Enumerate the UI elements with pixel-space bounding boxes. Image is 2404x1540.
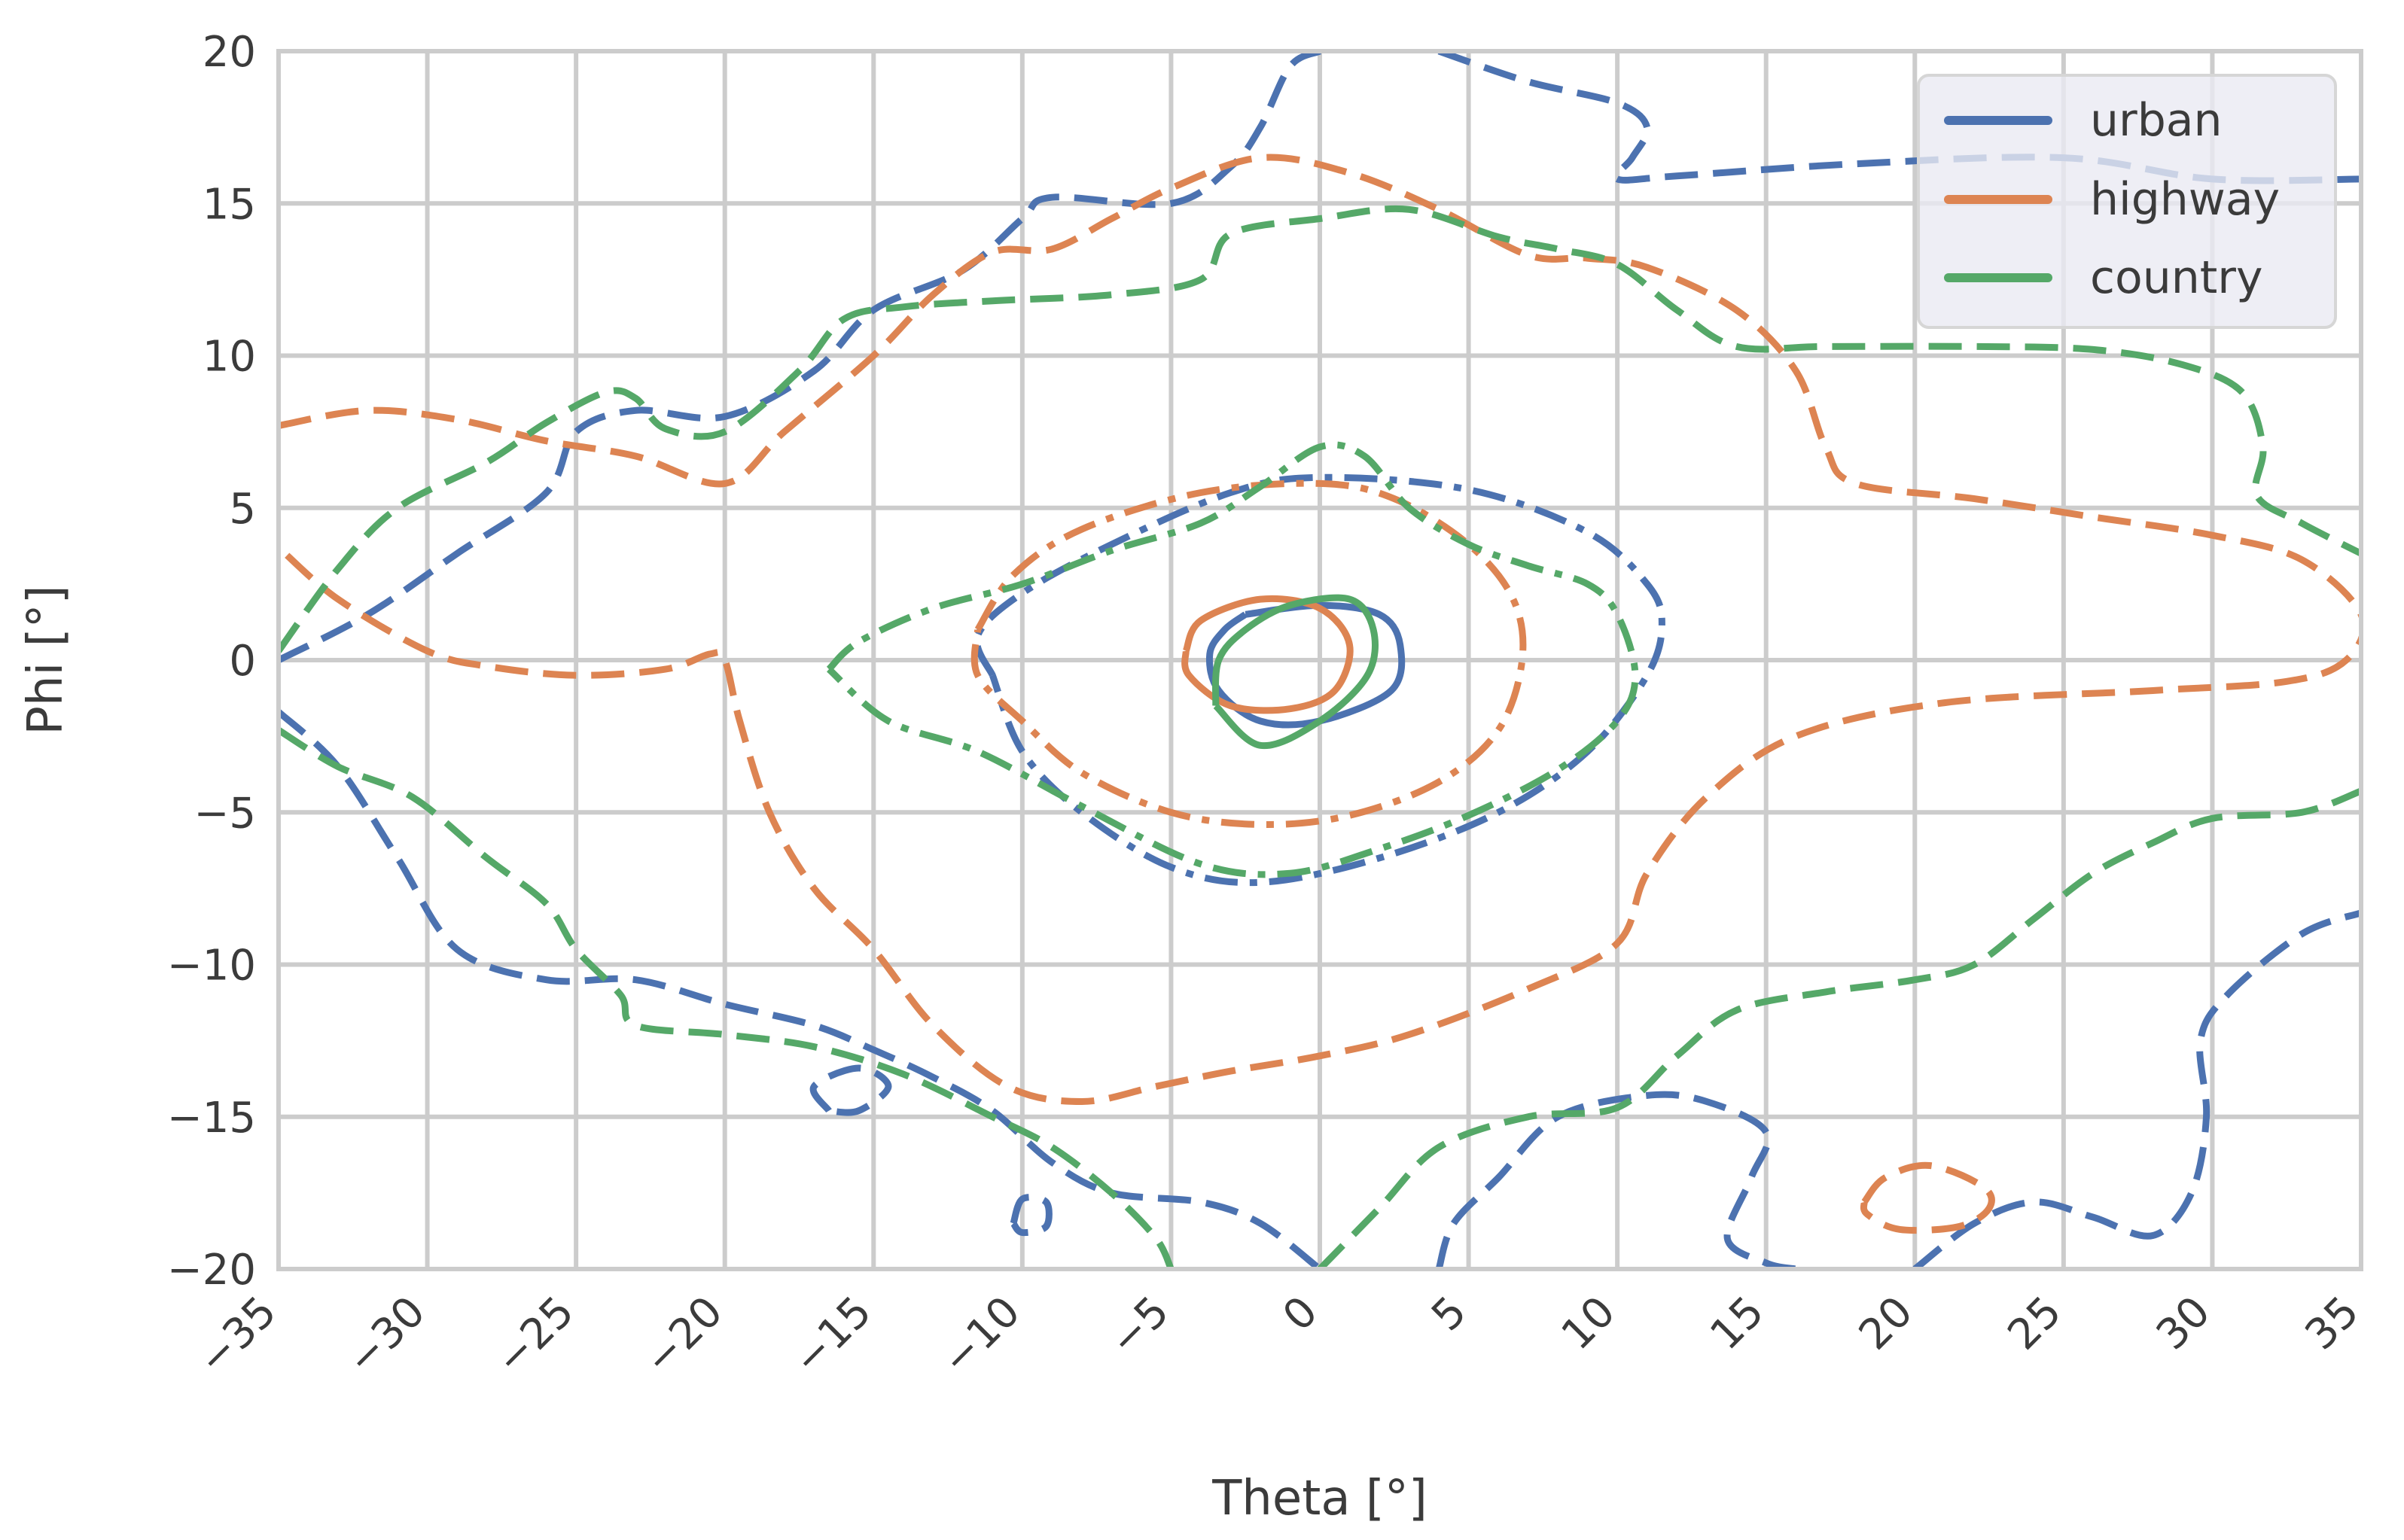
contour-urban-dashed-4 — [279, 709, 1322, 1269]
y-tick-label: 10 — [203, 333, 256, 382]
contour-highway-solid-0 — [1181, 595, 1354, 714]
y-tick-label: −15 — [167, 1094, 256, 1143]
legend-label-country: country — [2090, 251, 2262, 304]
contour-highway-dashdot-1 — [970, 479, 1527, 828]
contour-highway-dashed-2 — [279, 154, 2361, 1105]
x-tick-label: −25 — [486, 1287, 584, 1385]
contour-urban-dashed-8 — [1912, 909, 2361, 1269]
y-tick-labels: −20 −15 −10 −5 0 5 10 15 20 — [167, 28, 256, 1295]
contour-country-dashed-4 — [1317, 787, 2361, 1269]
legend-label-highway: highway — [2090, 173, 2280, 226]
y-tick-label: 5 — [229, 485, 256, 534]
contour-urban-solid-0 — [1205, 601, 1406, 729]
contour-country-dashed-3 — [279, 727, 1175, 1269]
x-tick-label: −30 — [337, 1287, 435, 1385]
x-tick-label: −5 — [1100, 1287, 1178, 1365]
x-tick-label: 20 — [1850, 1287, 1922, 1359]
plot-frame — [276, 49, 2363, 1271]
contour-urban-dashed-7 — [1435, 1091, 1797, 1269]
legend: urban highway country — [1917, 74, 2337, 329]
y-tick-label: −5 — [193, 789, 256, 838]
contour-country-solid-0 — [1211, 594, 1379, 750]
y-tick-label: −20 — [167, 1246, 256, 1295]
y-tick-label: 15 — [203, 180, 256, 229]
y-tick-label: −10 — [167, 942, 256, 991]
x-tick-label: 30 — [2147, 1287, 2220, 1359]
x-tick-label: 25 — [1998, 1287, 2070, 1359]
contour-urban-dashed-6 — [1010, 1194, 1053, 1237]
x-tick-label: 5 — [1422, 1287, 1476, 1341]
x-axis-label: Theta [°] — [1211, 1471, 1427, 1526]
legend-label-urban: urban — [2090, 94, 2223, 147]
x-tick-label: −20 — [635, 1287, 733, 1385]
contour-country-dashed-2 — [279, 205, 2361, 653]
legend-box — [1917, 74, 2337, 329]
y-axis-label: Phi [°] — [18, 585, 74, 735]
x-tick-label: 15 — [1701, 1287, 1773, 1359]
x-tick-label: −35 — [188, 1287, 286, 1385]
contour-urban-dashdot-1 — [973, 473, 1665, 887]
x-tick-label: 35 — [2296, 1287, 2369, 1359]
y-tick-label: 20 — [203, 28, 256, 77]
contour-urban-dashed-5 — [809, 1064, 892, 1116]
x-tick-label: −10 — [932, 1287, 1030, 1385]
x-tick-label: 10 — [1552, 1287, 1625, 1359]
x-tick-labels: −35 −30 −25 −20 −15 −10 −5 0 5 10 15 20 25 30 35 — [188, 1287, 2369, 1385]
y-tick-label: 0 — [229, 637, 256, 686]
contour-country-dashdot-1 — [826, 441, 1639, 878]
contour-highway-dashed-3 — [1860, 1161, 1995, 1234]
contour-urban-dashed-2 — [279, 51, 1322, 664]
x-tick-label: −15 — [784, 1287, 882, 1385]
x-tick-label: 0 — [1274, 1287, 1327, 1341]
